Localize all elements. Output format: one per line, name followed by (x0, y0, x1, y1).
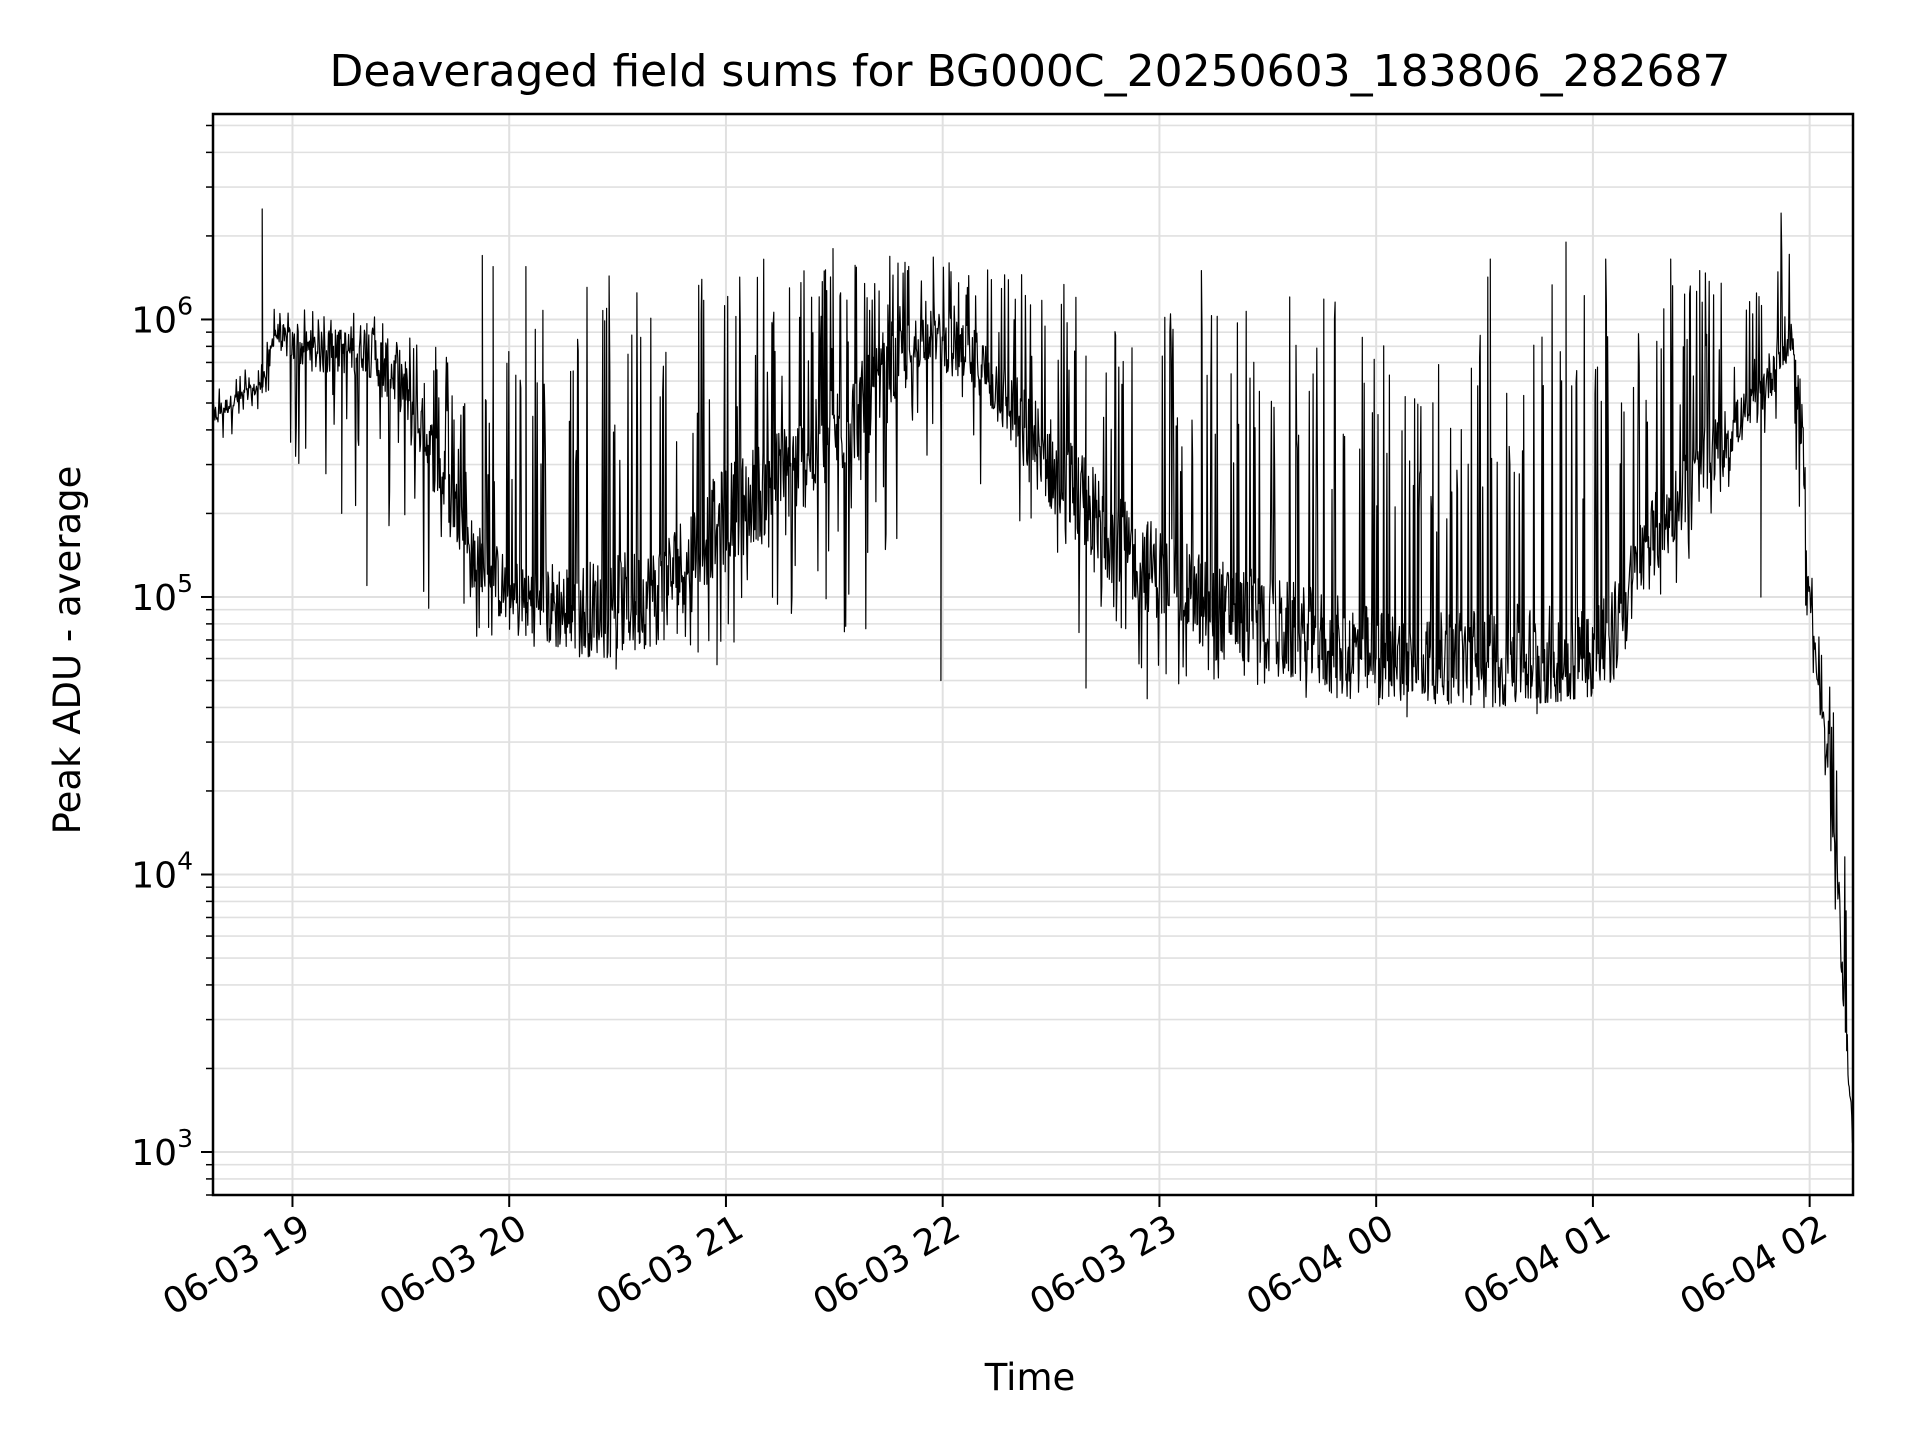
x-axis-label: Time (984, 1356, 1076, 1399)
plot-frame (211, 112, 1855, 1197)
y-tick-label: 105 (131, 569, 193, 619)
y-tick-label: 103 (131, 1124, 193, 1174)
chart-title: Deaveraged field sums for BG000C_2025060… (329, 46, 1730, 97)
y-tick-label: 104 (131, 846, 193, 896)
grid-layer (213, 114, 1853, 1196)
data-layer (212, 208, 1854, 1146)
y-axis: 103 104 105 106 (131, 124, 213, 1196)
y-axis-label: Peak ADU - average (46, 466, 89, 835)
series-line (212, 208, 1854, 1146)
y-tick-label: 106 (131, 291, 193, 341)
